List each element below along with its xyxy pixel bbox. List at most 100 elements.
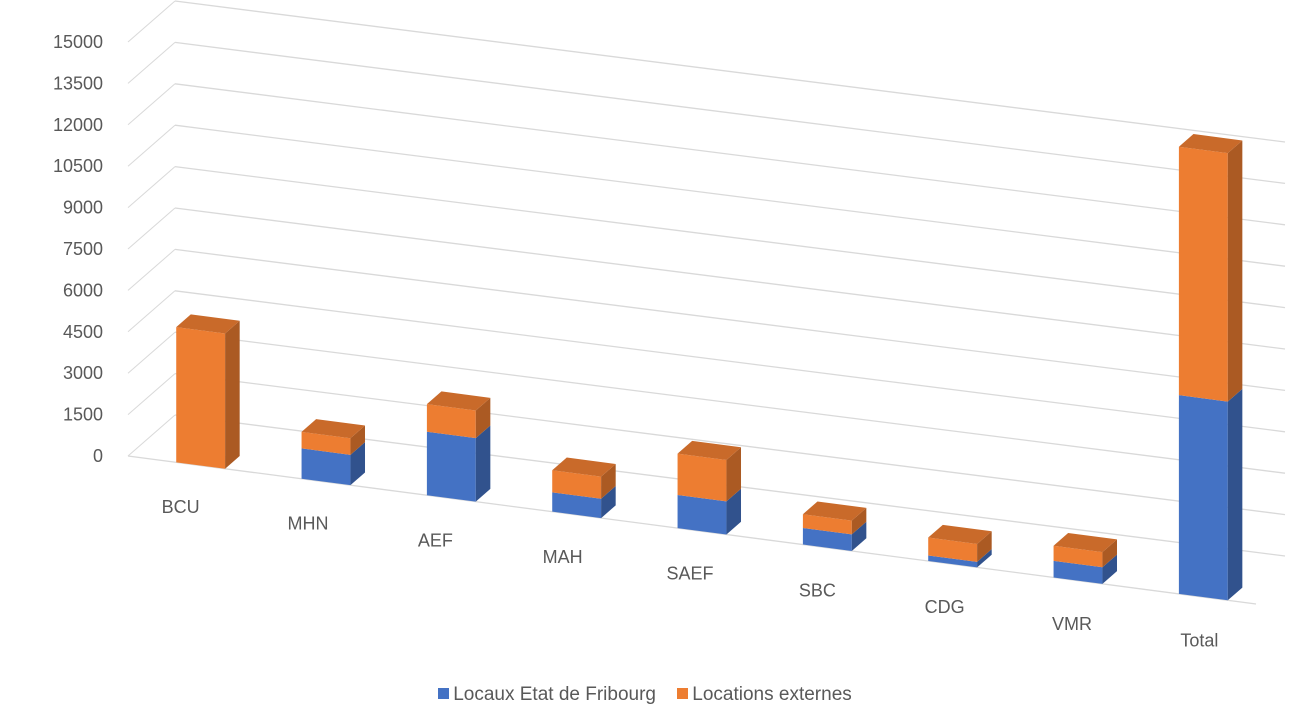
x-tick-label: VMR bbox=[1052, 614, 1092, 634]
x-tick-label: SAEF bbox=[666, 564, 713, 584]
gridline-side bbox=[127, 42, 176, 84]
bar-side bbox=[601, 463, 616, 499]
y-tick-label: 3000 bbox=[63, 363, 103, 383]
gridline-side bbox=[127, 249, 176, 291]
gridline bbox=[174, 248, 1286, 392]
y-tick-label: 1500 bbox=[63, 405, 103, 425]
legend-label-locaux: Locaux Etat de Fribourg bbox=[453, 684, 656, 705]
x-tick-label: CDG bbox=[925, 597, 965, 617]
y-tick-label: 12000 bbox=[53, 115, 103, 135]
bar-side bbox=[225, 320, 240, 469]
y-tick-label: 6000 bbox=[63, 280, 103, 300]
bar-front bbox=[802, 527, 852, 551]
bar-segment bbox=[1053, 539, 1118, 568]
x-tick-label: MHN bbox=[288, 514, 329, 534]
gridline-side bbox=[127, 290, 176, 333]
bar-segment bbox=[677, 488, 742, 535]
bar-side bbox=[601, 486, 616, 519]
bar-side bbox=[726, 447, 742, 502]
gridline-side bbox=[127, 373, 176, 415]
bar-top bbox=[426, 391, 491, 411]
gridline-side bbox=[127, 0, 176, 43]
bar-side bbox=[1102, 539, 1118, 568]
bar-side bbox=[1227, 140, 1243, 402]
legend-item-locaux: Locaux Etat de Fribourg bbox=[438, 684, 656, 706]
bar-front bbox=[1178, 146, 1228, 402]
bar-front bbox=[802, 514, 852, 535]
bar-segment bbox=[552, 486, 616, 519]
bar-front bbox=[301, 448, 351, 486]
gridline bbox=[174, 372, 1286, 516]
y-tick-label: 15000 bbox=[53, 32, 103, 52]
bar-front bbox=[677, 494, 727, 535]
bar-segment bbox=[301, 425, 366, 455]
bar-segment bbox=[928, 531, 992, 562]
bar-segment bbox=[1178, 140, 1243, 402]
bar-front bbox=[928, 555, 978, 568]
bar-top bbox=[301, 419, 366, 439]
bar-segment bbox=[301, 442, 366, 486]
bar-segment bbox=[802, 521, 867, 551]
gridline-side bbox=[127, 331, 176, 374]
bar-front bbox=[552, 492, 602, 519]
legend-swatch-locaux bbox=[438, 688, 450, 699]
bar-side bbox=[726, 488, 742, 535]
bars bbox=[176, 134, 1243, 601]
bar-side bbox=[851, 507, 867, 535]
x-axis-ticks: BCU MHN AEF MAH SAEF SBC CDG VMR Total bbox=[162, 497, 1219, 651]
bar-segment bbox=[1053, 554, 1118, 584]
bar-front bbox=[677, 453, 727, 502]
bar-side bbox=[350, 442, 366, 486]
y-tick-label: 7500 bbox=[63, 239, 103, 259]
y-tick-label: 0 bbox=[93, 446, 103, 466]
x-tick-label: AEF bbox=[418, 530, 453, 550]
legend-item-locations: Locations externes bbox=[677, 684, 852, 706]
y-tick-label: 10500 bbox=[53, 156, 103, 176]
gridline bbox=[174, 83, 1286, 226]
legend-label-locations: Locations externes bbox=[692, 684, 852, 705]
bar-front bbox=[1178, 395, 1228, 601]
bar-side bbox=[475, 425, 491, 502]
bar-side bbox=[977, 531, 992, 562]
bar-top bbox=[176, 314, 240, 334]
bar-side bbox=[1102, 554, 1118, 584]
gridline bbox=[174, 41, 1286, 185]
bar-segment bbox=[802, 507, 867, 535]
bar-front bbox=[301, 431, 351, 455]
bar-front bbox=[426, 431, 476, 502]
bar-segment bbox=[677, 447, 742, 502]
gridline bbox=[174, 331, 1286, 474]
gridline-side bbox=[127, 124, 176, 167]
bar-side bbox=[1227, 388, 1243, 601]
bar-segment bbox=[1178, 388, 1243, 601]
gridline-side bbox=[127, 83, 176, 126]
x-tick-label: BCU bbox=[162, 497, 200, 517]
bar-top bbox=[552, 457, 616, 477]
gridline-side bbox=[127, 207, 176, 250]
bar-top bbox=[677, 440, 742, 460]
bar-top bbox=[928, 524, 992, 544]
bar-front bbox=[928, 537, 978, 562]
gridline bbox=[174, 165, 1286, 309]
bar-top bbox=[1178, 134, 1243, 154]
gridline-side bbox=[127, 166, 176, 208]
y-tick-label: 9000 bbox=[63, 198, 103, 218]
x-tick-label: Total bbox=[1180, 631, 1218, 651]
bar-side bbox=[977, 549, 992, 568]
bar-side bbox=[851, 521, 867, 551]
bar-front bbox=[176, 327, 226, 469]
bar-segment bbox=[928, 549, 992, 568]
bar-top bbox=[802, 501, 867, 521]
bar-side bbox=[475, 397, 491, 439]
legend-swatch-locations bbox=[677, 688, 689, 699]
x-tick-label: SBC bbox=[799, 580, 836, 600]
bar-front bbox=[1053, 545, 1103, 568]
y-tick-label: 13500 bbox=[53, 73, 103, 93]
bar-segment bbox=[176, 320, 240, 469]
y-axis-ticks: 0 1500 3000 4500 6000 7500 9000 10500 12000 13500… bbox=[53, 32, 103, 466]
x-tick-label: MAH bbox=[543, 547, 583, 567]
legend: Locaux Etat de Fribourg Locations extern… bbox=[0, 684, 1290, 706]
bar-front bbox=[1053, 560, 1103, 584]
